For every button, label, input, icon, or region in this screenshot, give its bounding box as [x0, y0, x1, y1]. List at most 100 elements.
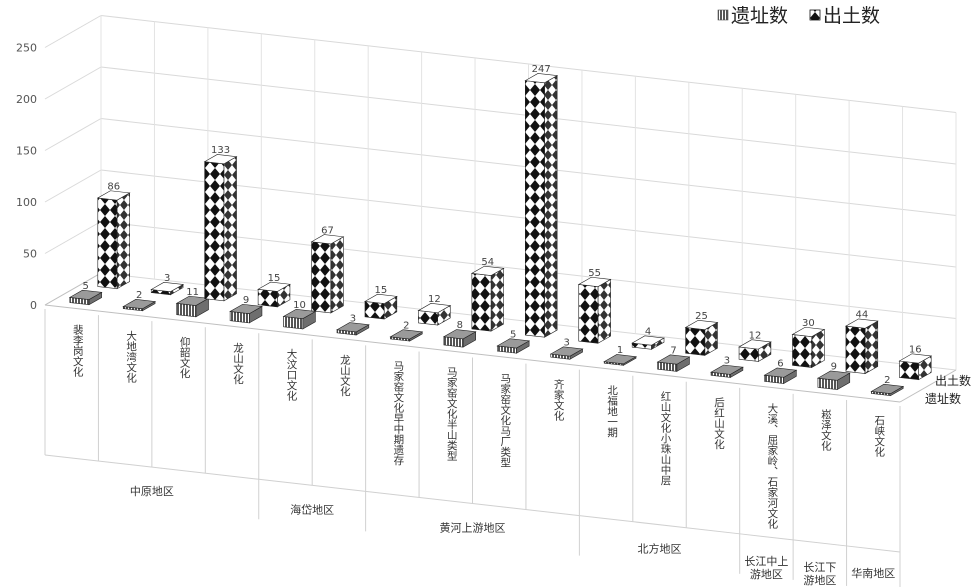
bar-site-top	[816, 370, 851, 381]
bar-unearthed-top	[417, 303, 452, 314]
depth-axis: 出土数 遗址数	[925, 373, 971, 406]
y-tick-label: 50	[23, 248, 37, 261]
group-underline	[365, 490, 580, 517]
legend: 遗址数 出土数	[717, 5, 880, 27]
floor-left-edge	[44, 272, 102, 306]
bar-unearthed-front	[738, 346, 759, 362]
data-label: 30	[802, 318, 815, 329]
group-label: 海岱地区	[290, 502, 334, 516]
category-label: 仰韶文化	[179, 335, 191, 379]
bar-unearthed	[470, 265, 505, 332]
bar-unearthed	[684, 319, 719, 356]
category-label: 龙山文化	[339, 354, 351, 398]
data-label: 133	[211, 145, 230, 156]
bar-unearthed	[898, 353, 933, 381]
bar-site-top	[549, 346, 584, 357]
bar-unearthed-top	[844, 318, 879, 329]
bar-site-top	[710, 364, 744, 375]
data-label: 44	[855, 310, 868, 321]
bar-unearthed-top	[470, 265, 505, 276]
bar-unearthed-front	[792, 334, 813, 368]
bar-site	[603, 354, 637, 366]
bar-site-top	[442, 329, 477, 340]
bar-unearthed	[738, 339, 772, 362]
category-label: 马家窑文化半山类型	[446, 366, 458, 461]
bar-unearthed	[417, 303, 452, 326]
bar-unearthed-side	[597, 278, 611, 344]
bar-unearthed	[257, 281, 291, 308]
bar-unearthed-top	[150, 282, 185, 293]
bar-site	[175, 295, 210, 318]
y-tick-label: 100	[16, 196, 37, 209]
data-label: 3	[164, 273, 170, 284]
category-label: 裴李岗文化	[72, 323, 84, 377]
data-label: 5	[510, 329, 516, 340]
data-label: 5	[83, 281, 89, 292]
group-label: 长江下游地区	[803, 561, 836, 587]
bar-site	[336, 322, 370, 336]
bar-unearthed-top	[364, 293, 398, 304]
bar-unearthed-front	[204, 161, 225, 302]
category-label: 石峡文化	[873, 415, 885, 458]
bar-site	[710, 364, 744, 378]
bar-site-top	[68, 289, 103, 300]
category-label: 马家窑文化马厂类型	[499, 373, 511, 468]
y-tick-label: 0	[30, 299, 37, 312]
bar-site-top	[229, 303, 263, 314]
y-axis: 0 50 100 150 200 250	[16, 42, 37, 313]
data-label: 9	[831, 362, 837, 373]
data-label: 12	[749, 330, 762, 341]
bar-site	[496, 338, 531, 354]
bar-unearthed-front	[418, 310, 438, 326]
depth-label-site: 遗址数	[925, 391, 961, 406]
bar-unearthed-top	[684, 319, 719, 330]
data-label: 2	[403, 320, 409, 331]
category-axis: 裴李岗文化 大地湾文化 仰韶文化 龙山文化 大汶口文化 龙山文化 马家窑文化早中期遗存 马家窑…	[44, 309, 901, 552]
bar-unearthed-front	[257, 288, 278, 308]
bar-unearthed-top	[203, 154, 238, 165]
bar-site	[282, 308, 317, 330]
data-label: 3	[350, 313, 356, 324]
data-label: 7	[670, 346, 676, 357]
y-tick-label: 200	[16, 93, 37, 106]
bar-unearthed-top	[577, 276, 612, 287]
floor-right-edge	[899, 369, 957, 403]
data-label: 4	[645, 327, 651, 338]
y-tick-label: 150	[16, 145, 37, 158]
category-label: 红山文化小珠山中层	[660, 390, 672, 486]
bar-site-top	[496, 338, 531, 349]
bar-unearthed-top	[631, 335, 665, 346]
bar-unearthed-top	[791, 326, 826, 337]
group-label: 华南地区	[851, 566, 895, 580]
bar-unearthed	[203, 154, 238, 302]
bar-site-top	[122, 299, 157, 310]
bar-unearthed	[577, 276, 612, 344]
legend-label-site: 遗址数	[731, 5, 788, 27]
group-underline	[258, 478, 366, 492]
bar-unearthed-top	[96, 190, 131, 201]
bar-site-top	[763, 367, 798, 378]
category-label: 大溪、屈家岭、石家河文化	[766, 402, 778, 530]
bar-site	[549, 346, 584, 360]
bar-site	[763, 367, 798, 385]
category-label: 齐家文化	[553, 378, 565, 422]
bar-unearthed	[791, 326, 826, 369]
bar-unearthed	[150, 282, 185, 296]
bar-unearthed-side	[116, 192, 130, 290]
bar-unearthed-side	[864, 320, 879, 375]
bar-unearthed-top	[257, 281, 291, 292]
group-underline	[579, 515, 740, 535]
bar-unearthed	[96, 190, 131, 290]
bar-site	[122, 299, 157, 312]
data-label: 12	[428, 294, 441, 305]
group-label: 中原地区	[130, 485, 174, 498]
group-underline	[793, 539, 847, 547]
gridline-side	[44, 66, 102, 100]
category-label: 崧泽文化	[820, 409, 832, 452]
category-label: 龙山文化	[232, 341, 244, 385]
data-label: 67	[321, 225, 334, 236]
data-label: 247	[532, 64, 551, 75]
